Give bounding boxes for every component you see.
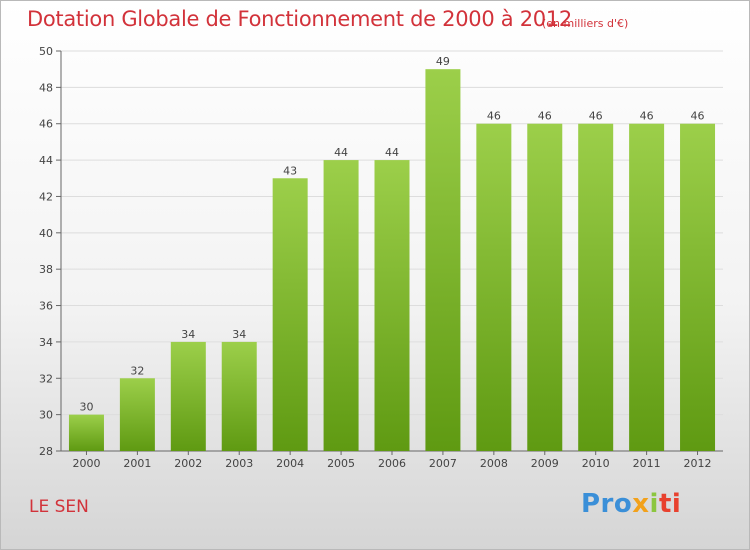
data-labels: 30 32 34 34 43 44 44 49 46 46 46 46 46: [79, 55, 704, 413]
data-label: 34: [181, 328, 195, 341]
bar-2002: [170, 341, 206, 451]
y-tick-label: 32: [39, 372, 53, 385]
y-tick-label: 46: [39, 118, 53, 131]
data-label: 49: [436, 55, 450, 68]
commune-name: LE SEN: [29, 497, 89, 517]
y-tick-label: 40: [39, 227, 53, 240]
x-tick-label: 2012: [684, 457, 712, 470]
x-tick-label: 2007: [429, 457, 457, 470]
chart-subtitle: (en milliers d'€): [542, 17, 629, 30]
x-tick-label: 2002: [174, 457, 202, 470]
logo-part-2: x: [632, 489, 650, 519]
x-tick-label: 2005: [327, 457, 355, 470]
bar-2006: [374, 160, 410, 451]
data-label: 44: [385, 146, 399, 159]
x-tick-label: 2011: [633, 457, 661, 470]
bar-2007: [425, 69, 461, 451]
data-label: 32: [130, 364, 144, 377]
bars: [68, 69, 716, 452]
bar-2011: [629, 123, 665, 452]
x-tick-label: 2000: [72, 457, 100, 470]
y-tick-label: 44: [39, 154, 53, 167]
data-label: 46: [487, 110, 501, 123]
y-tick-label: 34: [39, 336, 53, 349]
bar-2003: [221, 341, 257, 451]
y-tick-label: 36: [39, 300, 53, 313]
data-label: 46: [538, 110, 552, 123]
x-tick-label: 2008: [480, 457, 508, 470]
proxiti-logo[interactable]: Proxiti: [581, 489, 681, 519]
bar-2012: [680, 123, 716, 452]
y-tick-label: 38: [39, 263, 53, 276]
data-label: 30: [79, 401, 93, 414]
data-label: 46: [589, 110, 603, 123]
x-tick-label: 2004: [276, 457, 304, 470]
x-tick-label: 2010: [582, 457, 610, 470]
bar-2000: [68, 414, 104, 451]
logo-part-3: i: [649, 489, 659, 519]
logo-part-4: ti: [658, 489, 682, 519]
data-label: 34: [232, 328, 246, 341]
x-tick-label: 2006: [378, 457, 406, 470]
y-tick-label: 48: [39, 81, 53, 94]
x-tick-labels: 2000 2001 2002 2003 2004 2005 2006 2007 2008 2009…: [72, 457, 711, 470]
bar-2004: [272, 178, 308, 452]
data-label: 43: [283, 164, 297, 177]
data-label: 44: [334, 146, 348, 159]
y-tick-labels: 28 30 32 34 36 38 40 42 44 46 48 50: [39, 45, 53, 458]
x-tick-label: 2001: [123, 457, 151, 470]
chart-title: Dotation Globale de Fonctionnement de 20…: [27, 7, 572, 31]
bar-2008: [476, 123, 512, 452]
y-tick-label: 42: [39, 190, 53, 203]
y-tick-label: 30: [39, 409, 53, 422]
y-tick-label: 50: [39, 45, 53, 58]
data-label: 46: [640, 110, 654, 123]
x-tick-label: 2009: [531, 457, 559, 470]
bar-2005: [323, 160, 359, 451]
bar-2009: [527, 123, 563, 452]
logo-part-1: Pro: [581, 489, 633, 519]
data-label: 46: [691, 110, 705, 123]
x-tick-label: 2003: [225, 457, 253, 470]
y-tick-label: 28: [39, 445, 53, 458]
bar-2001: [119, 378, 155, 451]
bar-2010: [578, 123, 614, 452]
